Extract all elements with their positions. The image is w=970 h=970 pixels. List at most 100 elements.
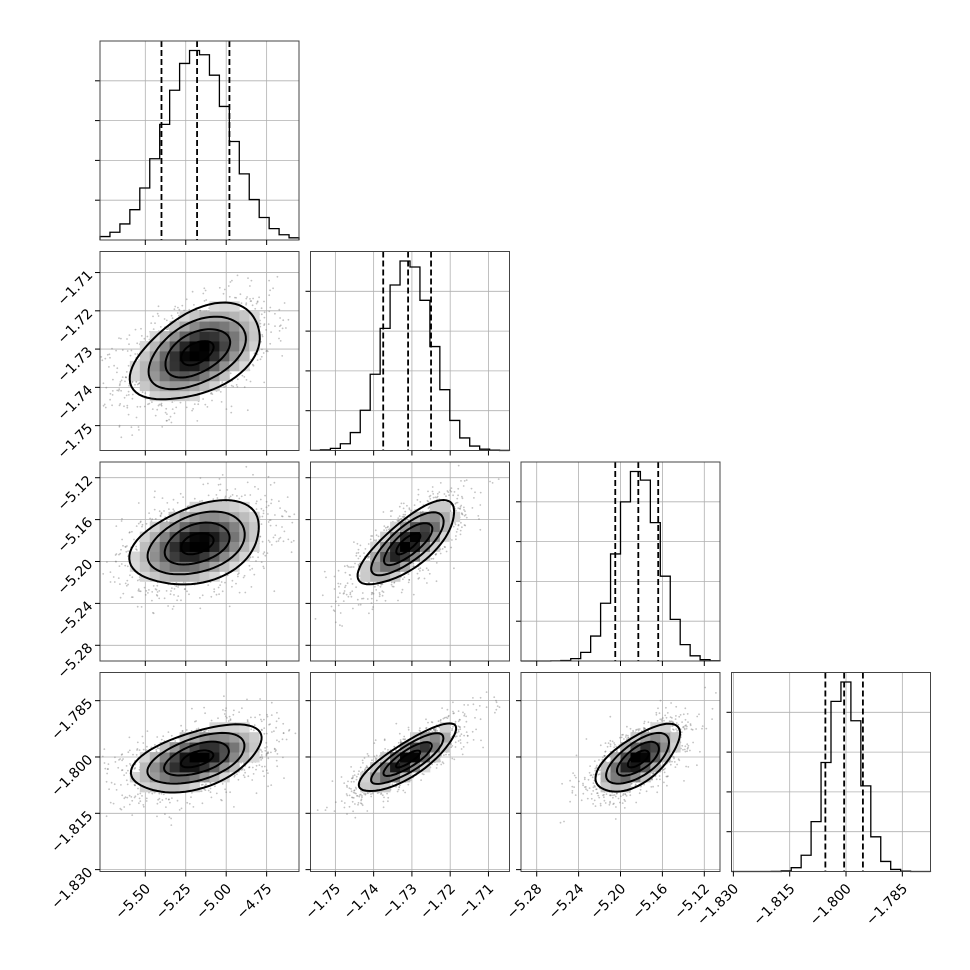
- sample-point: [131, 393, 134, 396]
- sample-point: [252, 473, 254, 476]
- sample-point: [457, 524, 460, 527]
- sample-point: [191, 409, 194, 412]
- density-cell: [229, 531, 240, 542]
- sample-point: [135, 525, 138, 527]
- sample-point: [115, 553, 118, 555]
- sample-point: [432, 496, 435, 499]
- sample-point: [131, 434, 134, 436]
- sample-point: [423, 577, 426, 580]
- density-cell: [179, 311, 190, 322]
- y-tick-label-p1-4: −1.71: [55, 268, 97, 310]
- sample-point: [124, 545, 127, 548]
- sample-point: [274, 325, 276, 327]
- sample-point: [343, 590, 346, 592]
- sample-point: [206, 406, 209, 408]
- density-cell: [209, 331, 220, 342]
- sample-point: [274, 312, 276, 315]
- sample-point: [168, 508, 170, 510]
- sample-point: [263, 381, 266, 384]
- sample-point: [143, 337, 146, 340]
- sample-point: [135, 416, 138, 419]
- sample-point: [166, 502, 169, 504]
- sample-point: [121, 538, 123, 541]
- sample-point: [268, 294, 271, 297]
- sample-point: [121, 376, 124, 378]
- sample-point: [428, 572, 431, 575]
- sample-point: [384, 526, 387, 529]
- sample-point: [156, 312, 159, 315]
- sample-point: [134, 328, 137, 331]
- sample-point: [213, 588, 216, 590]
- sample-point: [256, 301, 259, 303]
- sample-point: [269, 524, 272, 527]
- sample-point: [230, 405, 233, 408]
- sample-point: [416, 572, 419, 575]
- sample-point: [337, 604, 340, 607]
- sample-point: [261, 540, 264, 543]
- sample-point: [417, 568, 420, 570]
- sample-point: [204, 289, 207, 292]
- sample-point: [224, 497, 227, 499]
- sample-point: [459, 529, 462, 532]
- sample-point: [145, 797, 148, 800]
- sample-point: [201, 594, 204, 597]
- sample-point: [180, 599, 182, 602]
- density-cell: [199, 321, 210, 332]
- sample-point: [104, 406, 107, 409]
- sample-point: [253, 573, 256, 576]
- sample-point: [125, 376, 127, 379]
- sample-point: [232, 385, 235, 388]
- sample-point: [439, 552, 442, 555]
- sample-point: [181, 730, 184, 732]
- y-tick-label-p1-2: −1.73: [55, 344, 97, 386]
- sample-point: [263, 567, 265, 570]
- sample-point: [160, 402, 163, 405]
- sample-point: [230, 411, 233, 414]
- sample-point: [265, 500, 268, 503]
- sample-point: [135, 381, 138, 383]
- sample-point: [258, 296, 260, 299]
- sample-point: [235, 384, 238, 386]
- sample-point: [119, 596, 122, 599]
- sample-point: [478, 518, 480, 520]
- sample-point: [219, 391, 222, 393]
- sample-point: [245, 297, 248, 300]
- sample-point: [275, 720, 278, 723]
- density-cell: [159, 561, 171, 572]
- sample-point: [139, 792, 142, 795]
- sample-point: [191, 707, 193, 710]
- sample-point: [119, 383, 121, 385]
- sample-point: [321, 594, 324, 597]
- sample-point: [460, 521, 462, 524]
- sample-point: [157, 305, 160, 308]
- density-cell: [219, 301, 230, 312]
- density-cell: [159, 370, 171, 382]
- sample-point: [274, 514, 276, 516]
- sample-point: [416, 499, 419, 501]
- sample-point: [152, 328, 155, 330]
- sample-point: [163, 510, 165, 512]
- sample-point: [266, 350, 269, 353]
- density-cell: [169, 331, 180, 342]
- sample-point: [249, 285, 251, 287]
- sample-point: [419, 501, 422, 503]
- sample-point: [290, 551, 293, 554]
- sample-point: [263, 311, 266, 314]
- sample-point: [368, 581, 370, 584]
- sample-point: [140, 327, 142, 330]
- density-cell: [189, 360, 200, 372]
- sample-point: [223, 386, 226, 388]
- sample-point: [337, 582, 340, 585]
- sample-point: [323, 570, 326, 573]
- sample-point: [165, 328, 168, 331]
- sample-point: [156, 591, 159, 593]
- sample-point: [463, 506, 465, 509]
- sample-point: [392, 585, 395, 588]
- density-cell: [159, 351, 171, 362]
- sample-point: [353, 541, 355, 543]
- y-tick-label-p2-2: −5.20: [55, 556, 97, 598]
- sample-point: [128, 531, 131, 534]
- sample-point: [349, 591, 352, 594]
- sample-point: [165, 319, 168, 322]
- sample-point: [153, 508, 156, 511]
